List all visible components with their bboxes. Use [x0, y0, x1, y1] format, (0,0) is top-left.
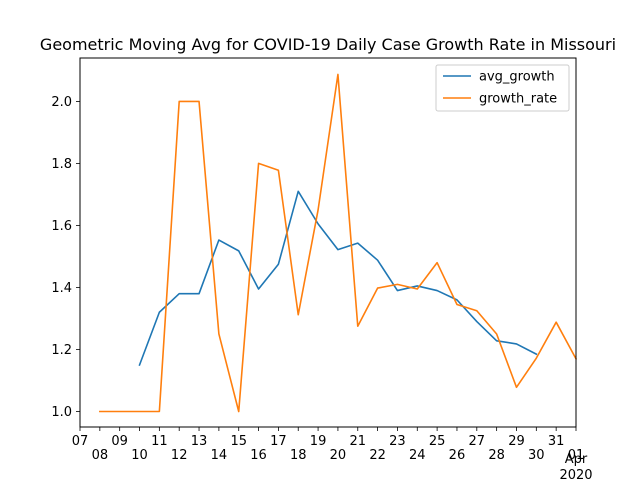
x-tick-label: 21	[349, 434, 366, 449]
x-tick-label: 23	[389, 434, 406, 449]
y-axis: 1.0 1.2 1.4 1.6 1.8 2.0	[51, 95, 80, 420]
x-tick-month-label: Apr	[565, 452, 588, 467]
x-tick-label: 25	[429, 434, 446, 449]
x-tick-label: 10	[131, 448, 148, 463]
x-tick-label: 28	[488, 448, 505, 463]
series-layer	[99, 73, 578, 413]
x-tick-label: 01	[568, 448, 585, 463]
y-tick-label: 1.2	[51, 343, 72, 358]
x-tick-label: 08	[92, 448, 109, 463]
y-tick-label: 1.4	[51, 281, 72, 296]
x-tick-label: 12	[171, 448, 188, 463]
x-tick-label: 07	[72, 434, 89, 449]
chart-title: Geometric Moving Avg for COVID-19 Daily …	[40, 35, 616, 54]
x-tick-label: 09	[111, 434, 128, 449]
series-line-growth-rate	[99, 73, 578, 413]
y-tick-label: 1.8	[51, 157, 72, 172]
x-tick-label: 16	[250, 448, 267, 463]
x-tick-label: 18	[290, 448, 307, 463]
legend: avg_growth growth_rate	[435, 64, 570, 112]
x-tick-label: 19	[310, 434, 327, 449]
x-axis: 0708091011121314151617181920212223242526…	[72, 427, 593, 480]
x-tick-label: 24	[409, 448, 426, 463]
x-tick-year-label: 2020	[559, 468, 592, 480]
x-tick-label: 20	[330, 448, 347, 463]
series-line-avg-growth	[138, 190, 538, 367]
x-tick-label: 31	[548, 434, 565, 449]
x-tick-label: 22	[369, 448, 386, 463]
x-tick-label: 15	[230, 434, 247, 449]
x-tick-label: 17	[270, 434, 287, 449]
x-tick-label: 14	[211, 448, 228, 463]
x-tick-label: 30	[528, 448, 545, 463]
y-tick-label: 1.0	[51, 405, 72, 420]
x-tick-label: 29	[508, 434, 525, 449]
x-tick-label: 27	[469, 434, 486, 449]
legend-label-growth-rate: growth_rate	[479, 92, 557, 107]
y-tick-label: 1.6	[51, 219, 72, 234]
x-tick-label: 13	[191, 434, 208, 449]
legend-label-avg-growth: avg_growth	[479, 70, 555, 85]
plot-frame	[79, 57, 577, 428]
x-tick-label: 26	[449, 448, 466, 463]
x-tick-label: 11	[151, 434, 168, 449]
y-tick-label: 2.0	[51, 95, 72, 110]
